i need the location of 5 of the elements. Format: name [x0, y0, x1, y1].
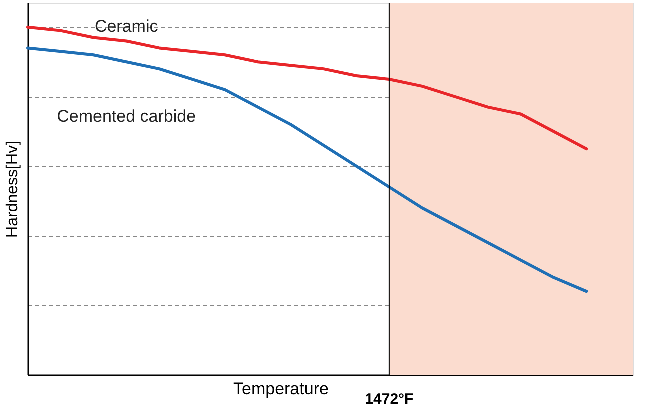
- series-label: Ceramic: [94, 17, 159, 36]
- y-axis-title: Hardness[Hv]: [4, 141, 22, 238]
- series-label: Cemented carbide: [57, 107, 196, 126]
- text: 1472°F: [365, 391, 414, 408]
- x-axis-title: Temperature: [234, 380, 329, 398]
